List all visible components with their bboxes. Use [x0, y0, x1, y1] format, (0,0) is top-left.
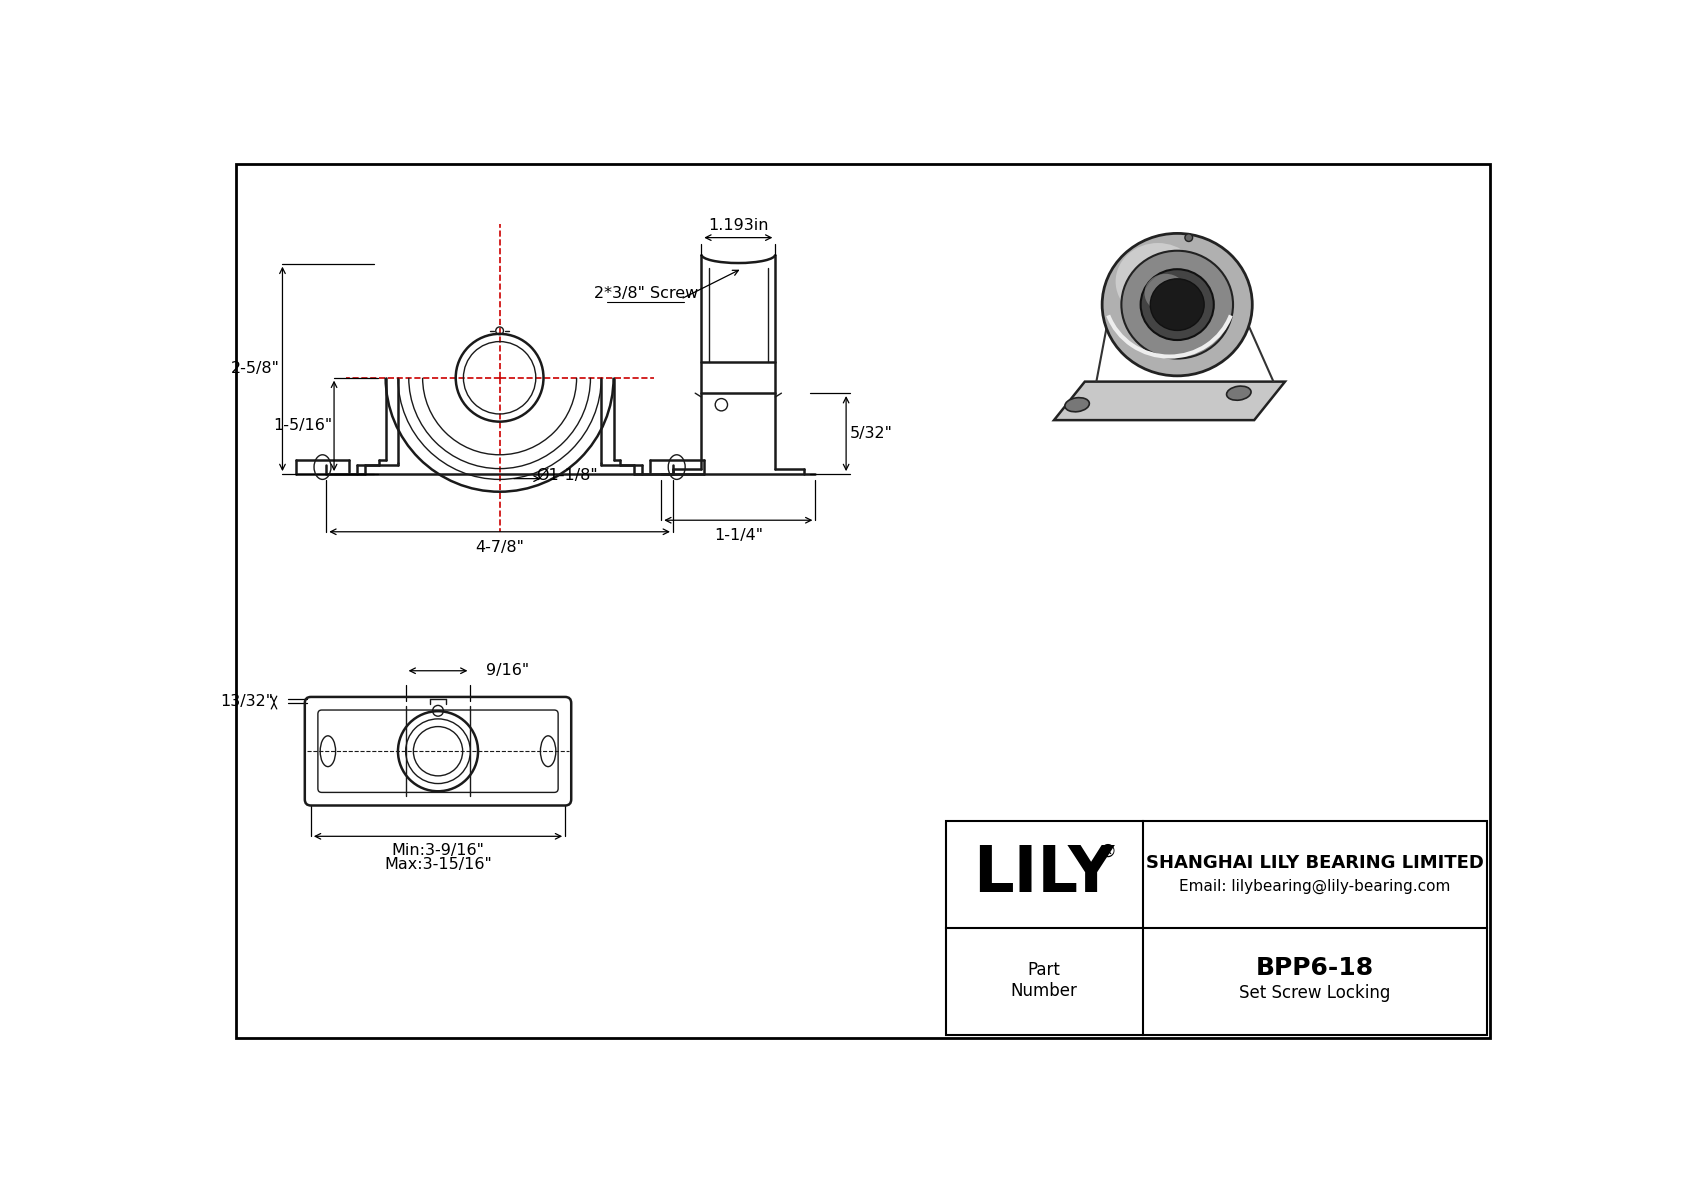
Text: 2*3/8" Screw: 2*3/8" Screw	[594, 286, 699, 300]
Text: SHANGHAI LILY BEARING LIMITED: SHANGHAI LILY BEARING LIMITED	[1145, 854, 1484, 872]
Text: Max:3-15/16": Max:3-15/16"	[384, 856, 492, 872]
Circle shape	[1186, 233, 1192, 242]
Ellipse shape	[1122, 251, 1233, 358]
Text: 4-7/8": 4-7/8"	[475, 540, 524, 555]
Text: Part
Number: Part Number	[1010, 961, 1078, 1000]
Text: 2-5/8": 2-5/8"	[231, 361, 280, 376]
Ellipse shape	[1150, 279, 1204, 330]
Text: Set Screw Locking: Set Screw Locking	[1239, 984, 1391, 1002]
Text: Min:3-9/16": Min:3-9/16"	[392, 843, 485, 858]
Ellipse shape	[1064, 398, 1090, 412]
Text: 1-5/16": 1-5/16"	[274, 418, 333, 434]
Bar	[946, 821, 1487, 1035]
Ellipse shape	[1115, 243, 1201, 320]
Ellipse shape	[1145, 274, 1187, 312]
Ellipse shape	[1140, 269, 1214, 341]
Ellipse shape	[1101, 233, 1253, 376]
Text: 1.193in: 1.193in	[707, 218, 768, 232]
Text: BPP6-18: BPP6-18	[1256, 956, 1374, 980]
Text: ®: ®	[1100, 843, 1116, 861]
Text: 13/32": 13/32"	[221, 693, 273, 709]
Text: Ø1-1/8": Ø1-1/8"	[536, 468, 598, 484]
Text: 1-1/4": 1-1/4"	[714, 528, 763, 543]
Text: 5/32": 5/32"	[849, 426, 893, 441]
Text: LILY: LILY	[973, 843, 1115, 905]
Text: Email: lilybearing@lily-bearing.com: Email: lilybearing@lily-bearing.com	[1179, 879, 1450, 893]
Ellipse shape	[1226, 386, 1251, 400]
Polygon shape	[1054, 381, 1285, 420]
Text: 9/16": 9/16"	[485, 663, 529, 678]
